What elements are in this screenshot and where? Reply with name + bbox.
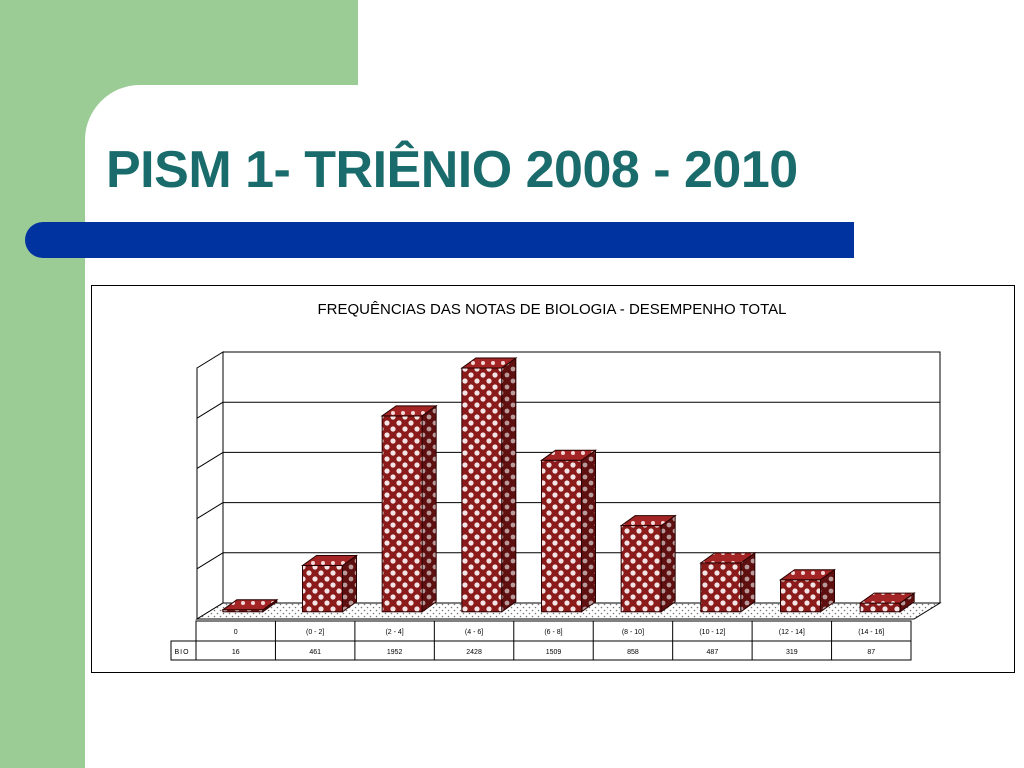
data-label: 16 [232, 649, 240, 656]
bar-front [700, 562, 742, 613]
data-label: 319 [786, 649, 798, 656]
bar [460, 357, 518, 613]
bar [619, 514, 677, 613]
gridline-side [196, 502, 224, 520]
bar-front [859, 602, 901, 613]
bar-top [778, 569, 837, 581]
bar [380, 404, 438, 613]
slide-title: PISM 1- TRIÊNIO 2008 - 2010 [106, 141, 798, 199]
bar [778, 568, 837, 613]
bar-top [539, 449, 598, 461]
bar-top [619, 515, 677, 527]
data-label: 858 [627, 649, 639, 656]
tick-label: 0 [234, 629, 238, 636]
bar-front [541, 459, 582, 613]
bar [221, 598, 279, 613]
bar-side [660, 514, 676, 613]
chart-bars [221, 357, 916, 613]
bar-top [858, 592, 916, 604]
bar-side [501, 357, 517, 613]
tick-label: (10 - 12] [699, 629, 725, 636]
data-label: 461 [309, 649, 321, 656]
bar-top [460, 357, 518, 369]
bar-top [221, 599, 279, 611]
bar [300, 554, 359, 613]
blue-divider-bar [25, 222, 854, 258]
bar-top [300, 555, 359, 567]
bar-front [302, 565, 343, 613]
series-label: BIO [174, 649, 189, 656]
tick-label: (6 - 8] [544, 629, 562, 636]
bar-front [780, 579, 821, 613]
chart-title: FREQUÊNCIAS DAS NOTAS DE BIOLOGIA - DESE… [317, 301, 787, 318]
data-label: 1509 [546, 649, 562, 656]
data-table: 0 16 (0 - 2] 461 (2 - 4] 1952 (4 - 6] 2428 (6 - … [170, 620, 912, 661]
gridline-side [196, 401, 224, 419]
bar-side [581, 449, 596, 613]
data-label: 87 [867, 649, 875, 656]
tick-label: (4 - 6] [465, 629, 483, 636]
bar-top [380, 405, 438, 417]
tick-label: (12 - 14] [779, 629, 805, 636]
gridline-side [196, 552, 224, 570]
tick-label: (14 - 16] [858, 629, 884, 636]
gridline-side [196, 451, 224, 469]
tick-label: (0 - 2] [306, 629, 324, 636]
side-wall [196, 351, 224, 620]
bar [539, 449, 598, 613]
tick-label: (2 - 4] [385, 629, 403, 636]
data-label: 1952 [387, 649, 403, 656]
bar-side [421, 404, 437, 613]
tick-label: (8 - 10] [622, 629, 644, 636]
bar [699, 551, 757, 613]
bar-top [699, 552, 757, 564]
data-label: 487 [707, 649, 719, 656]
table-value-row [170, 640, 912, 661]
bar-front [620, 525, 662, 613]
bar-front [461, 367, 503, 613]
data-label: 2428 [466, 649, 482, 656]
bar [858, 592, 916, 613]
bar-front [381, 415, 423, 613]
